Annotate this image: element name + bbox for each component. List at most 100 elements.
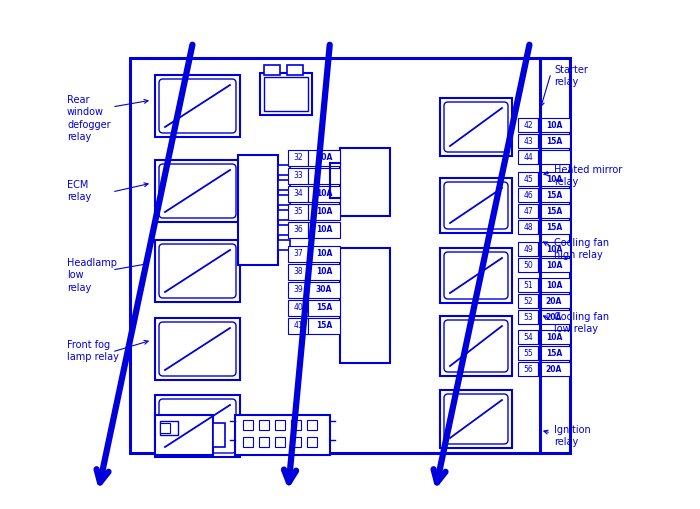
Text: 56: 56 xyxy=(523,364,533,374)
Bar xyxy=(308,186,340,202)
Text: 10A: 10A xyxy=(316,249,332,259)
Text: 15A: 15A xyxy=(546,136,562,146)
Bar xyxy=(288,168,308,184)
Bar xyxy=(308,168,340,184)
Bar xyxy=(288,282,308,298)
Text: 10A: 10A xyxy=(316,225,332,235)
Text: Headlamp
low
relay: Headlamp low relay xyxy=(67,258,117,293)
Text: 55: 55 xyxy=(523,349,533,357)
Bar xyxy=(518,330,538,344)
Text: 30A: 30A xyxy=(316,286,332,295)
Bar xyxy=(278,225,290,235)
Bar xyxy=(160,423,170,433)
Text: ECM
relay: ECM relay xyxy=(67,180,91,203)
Bar xyxy=(440,390,512,448)
Text: Rear
window
defogger
relay: Rear window defogger relay xyxy=(67,95,111,142)
FancyBboxPatch shape xyxy=(159,399,236,453)
Bar xyxy=(538,220,570,234)
FancyBboxPatch shape xyxy=(444,252,508,299)
Text: 20A: 20A xyxy=(546,364,562,374)
Bar xyxy=(440,178,512,233)
Text: 46: 46 xyxy=(523,190,533,200)
Text: Front fog
lamp relay: Front fog lamp relay xyxy=(67,340,119,362)
Bar xyxy=(308,300,340,316)
Text: Heated mirror
relay: Heated mirror relay xyxy=(554,165,622,187)
Bar xyxy=(518,150,538,164)
Bar xyxy=(518,220,538,234)
Text: 10A: 10A xyxy=(546,121,562,129)
Bar xyxy=(278,165,290,175)
Bar xyxy=(308,318,340,334)
Text: 50: 50 xyxy=(523,261,533,269)
Bar xyxy=(538,258,570,272)
Bar xyxy=(264,65,280,75)
Bar xyxy=(155,318,240,380)
Bar xyxy=(288,150,308,166)
FancyBboxPatch shape xyxy=(444,102,508,152)
FancyBboxPatch shape xyxy=(159,244,236,298)
Bar xyxy=(278,195,290,205)
Bar xyxy=(308,282,340,298)
Bar xyxy=(518,134,538,148)
FancyBboxPatch shape xyxy=(159,164,236,218)
Text: 37: 37 xyxy=(293,249,303,259)
Text: 53: 53 xyxy=(523,313,533,322)
Text: 10A: 10A xyxy=(546,280,562,290)
Bar xyxy=(307,420,317,430)
Bar xyxy=(308,246,340,262)
Bar xyxy=(440,98,512,156)
Bar xyxy=(288,264,308,280)
Text: 10A: 10A xyxy=(546,332,562,342)
Bar xyxy=(288,246,308,262)
Text: 32: 32 xyxy=(293,154,303,162)
Bar xyxy=(288,318,308,334)
Text: 15A: 15A xyxy=(546,349,562,357)
Text: 10A: 10A xyxy=(316,208,332,216)
Text: 33: 33 xyxy=(293,172,303,181)
Bar xyxy=(260,73,312,115)
Text: Cooling fan
low relay: Cooling fan low relay xyxy=(554,312,609,334)
Text: 35: 35 xyxy=(293,208,303,216)
Bar xyxy=(155,75,240,137)
Bar xyxy=(291,437,301,447)
Bar xyxy=(160,421,178,435)
Text: 54: 54 xyxy=(523,332,533,342)
Bar xyxy=(538,330,570,344)
Bar xyxy=(518,362,538,376)
Bar xyxy=(278,240,290,250)
Bar xyxy=(518,258,538,272)
Bar xyxy=(288,222,308,238)
Text: 40: 40 xyxy=(293,303,303,313)
Text: Starter
relay: Starter relay xyxy=(554,65,588,88)
Bar xyxy=(538,204,570,218)
Bar xyxy=(440,248,512,303)
Bar xyxy=(518,310,538,324)
FancyBboxPatch shape xyxy=(159,79,236,133)
Bar xyxy=(518,278,538,292)
Bar xyxy=(308,204,340,220)
Bar xyxy=(308,222,340,238)
Bar xyxy=(538,118,570,132)
Text: 10A: 10A xyxy=(316,189,332,199)
Bar xyxy=(518,188,538,202)
Text: 15A: 15A xyxy=(316,303,332,313)
Bar xyxy=(291,420,301,430)
Bar xyxy=(538,346,570,360)
Bar xyxy=(340,148,390,216)
Bar xyxy=(213,423,225,447)
Bar xyxy=(278,210,290,220)
Text: 39: 39 xyxy=(293,286,303,295)
Bar xyxy=(518,294,538,308)
Bar xyxy=(259,437,269,447)
Bar xyxy=(243,420,253,430)
Bar xyxy=(288,186,308,202)
Bar xyxy=(538,134,570,148)
Text: 48: 48 xyxy=(523,222,533,232)
Bar xyxy=(340,248,390,363)
Text: 10A: 10A xyxy=(316,154,332,162)
Text: 10A: 10A xyxy=(546,244,562,253)
Bar xyxy=(538,242,570,256)
Bar xyxy=(538,150,570,164)
FancyBboxPatch shape xyxy=(444,394,508,444)
Text: 34: 34 xyxy=(293,189,303,199)
